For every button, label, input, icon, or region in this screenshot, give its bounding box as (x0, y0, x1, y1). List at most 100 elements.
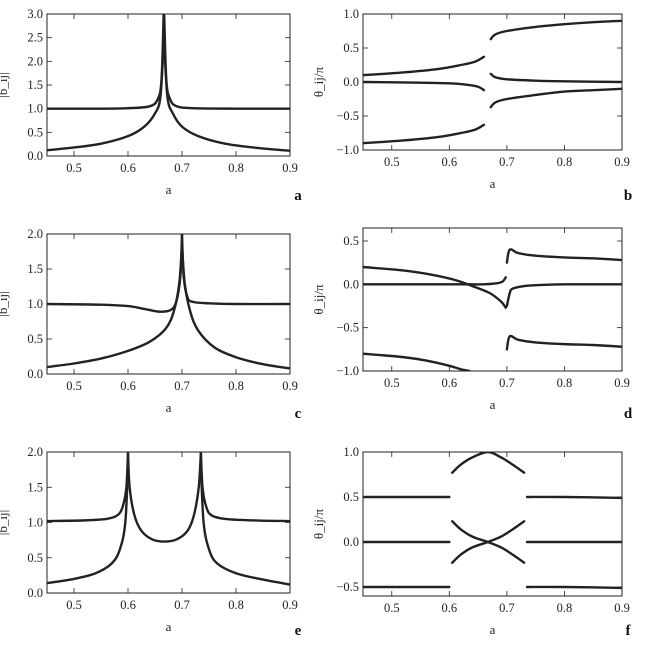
y-tick-label: 0.0 (343, 75, 359, 89)
series-line-3 (47, 41, 165, 152)
y-axis-label: |b_ij| (0, 72, 10, 97)
x-axis-label: a (166, 400, 172, 415)
series-line-2 (162, 14, 290, 110)
y-tick-label: −1.0 (336, 364, 359, 378)
plot-frame (46, 13, 291, 157)
series-line-7 (451, 452, 526, 474)
panel-b: 0.5 0.6 0.7 0.8 0.9 −1.0 −0.5 0.0 0.5 1.0 a θ_ij/πb (311, 7, 632, 204)
x-axis-label: a (490, 176, 496, 191)
panel-d: 0.5 0.6 0.7 0.8 0.9 −1.0 −0.5 0.0 0.5 a θ_ij/πd (311, 227, 633, 422)
x-tick-label: 0.9 (282, 161, 298, 175)
series-group (47, 14, 290, 152)
series-line-4 (47, 464, 130, 585)
y-tick-label: −0.5 (336, 109, 359, 123)
series-group (47, 234, 290, 370)
series-line-5 (489, 72, 622, 84)
series-line-3 (199, 452, 290, 523)
x-tick-label: 0.7 (499, 601, 515, 615)
series-line-3 (363, 352, 471, 371)
x-tick-label: 0.6 (120, 161, 136, 175)
panel-letter: c (295, 406, 302, 422)
x-tick-label: 0.5 (384, 601, 400, 615)
x-tick-label: 0.8 (228, 598, 244, 612)
y-tick-label: −0.5 (336, 321, 359, 335)
x-tick-label: 0.8 (228, 379, 244, 393)
x-tick-label: 0.5 (384, 155, 400, 169)
y-tick-label: 0.5 (27, 332, 43, 346)
x-tick-label: 0.9 (282, 598, 298, 612)
series-line-4 (525, 495, 622, 500)
x-tick-label: 0.8 (557, 601, 573, 615)
series-line-4 (180, 243, 290, 370)
y-tick-label: −0.5 (336, 580, 359, 594)
x-tick-label: 0.7 (174, 161, 190, 175)
plot-frame (362, 451, 623, 597)
x-tick-label: 0.6 (442, 601, 458, 615)
series-line-5 (505, 283, 622, 308)
y-tick-label: 0.5 (343, 490, 359, 504)
panel-letter: e (295, 623, 302, 639)
x-tick-label: 0.8 (228, 161, 244, 175)
series-line-2 (180, 234, 290, 306)
series-line-6 (505, 334, 622, 351)
panel-letter: d (624, 406, 633, 422)
y-tick-label: 0.0 (27, 367, 43, 381)
panel-e: 0.5 0.6 0.7 0.8 0.9 0.0 0.5 1.0 1.5 2.0 a |b_ij|e (0, 445, 302, 639)
y-tick-label: 0.0 (27, 149, 43, 163)
x-tick-label: 0.9 (282, 379, 298, 393)
y-tick-label: −1.0 (336, 143, 359, 157)
x-axis-label: a (490, 397, 496, 412)
x-tick-label: 0.7 (174, 379, 190, 393)
y-tick-label: 2.0 (27, 54, 43, 68)
panel-f: 0.5 0.6 0.7 0.8 0.9 −0.5 0.0 0.5 1.0 a θ_ij/πf (311, 445, 632, 639)
y-tick-label: 1.0 (27, 516, 43, 530)
series-line-1 (47, 14, 165, 110)
series-line-6 (525, 585, 622, 590)
y-tick-label: 0.0 (343, 277, 359, 291)
x-tick-label: 0.6 (120, 598, 136, 612)
x-tick-label: 0.7 (499, 155, 515, 169)
y-tick-label: 0.0 (27, 586, 43, 600)
series-line-4 (162, 41, 290, 152)
x-tick-label: 0.5 (384, 376, 400, 390)
series-group (363, 452, 622, 590)
series-group (47, 452, 290, 586)
y-tick-label: 2.0 (27, 445, 43, 459)
y-tick-label: 1.0 (343, 7, 359, 21)
y-tick-label: 1.5 (27, 78, 43, 92)
plot-frame (46, 451, 291, 594)
y-tick-label: 1.5 (27, 480, 43, 494)
plot-frame (362, 227, 623, 372)
y-axis-label: θ_ij/π (311, 284, 326, 315)
x-tick-label: 0.6 (442, 155, 458, 169)
y-tick-label: 1.5 (27, 262, 43, 276)
panel-c: 0.5 0.6 0.7 0.8 0.9 0.0 0.5 1.0 1.5 2.0 a |b_ij|c (0, 227, 302, 422)
y-tick-label: 0.5 (343, 41, 359, 55)
x-tick-label: 0.8 (557, 155, 573, 169)
x-tick-label: 0.6 (120, 379, 136, 393)
x-axis-label: a (490, 622, 496, 637)
panel-a: 0.5 0.6 0.7 0.8 0.9 0.0 0.5 1.0 1.5 2.0 2.5 3.0 a |b_… (0, 7, 302, 204)
series-line-9 (451, 520, 526, 564)
series-group (363, 248, 622, 371)
series-line-2 (126, 452, 203, 543)
y-tick-label: 2.0 (27, 227, 43, 241)
panel-letter: f (626, 623, 632, 639)
y-axis-label: |b_ij| (0, 510, 10, 535)
series-line-3 (363, 123, 486, 145)
y-axis-label: θ_ij/π (311, 67, 326, 98)
series-line-5 (199, 464, 290, 586)
series-line-4 (489, 19, 622, 41)
x-tick-label: 0.7 (499, 376, 515, 390)
y-tick-label: 2.5 (27, 31, 43, 45)
y-axis-label: |b_ij| (0, 291, 10, 316)
panel-letter: a (294, 188, 302, 204)
x-tick-label: 0.6 (442, 376, 458, 390)
x-tick-label: 0.9 (614, 376, 630, 390)
series-line-1 (47, 234, 184, 313)
series-line-2 (363, 80, 486, 92)
series-line-1 (363, 265, 507, 309)
x-tick-label: 0.8 (557, 376, 573, 390)
x-tick-label: 0.9 (614, 601, 630, 615)
